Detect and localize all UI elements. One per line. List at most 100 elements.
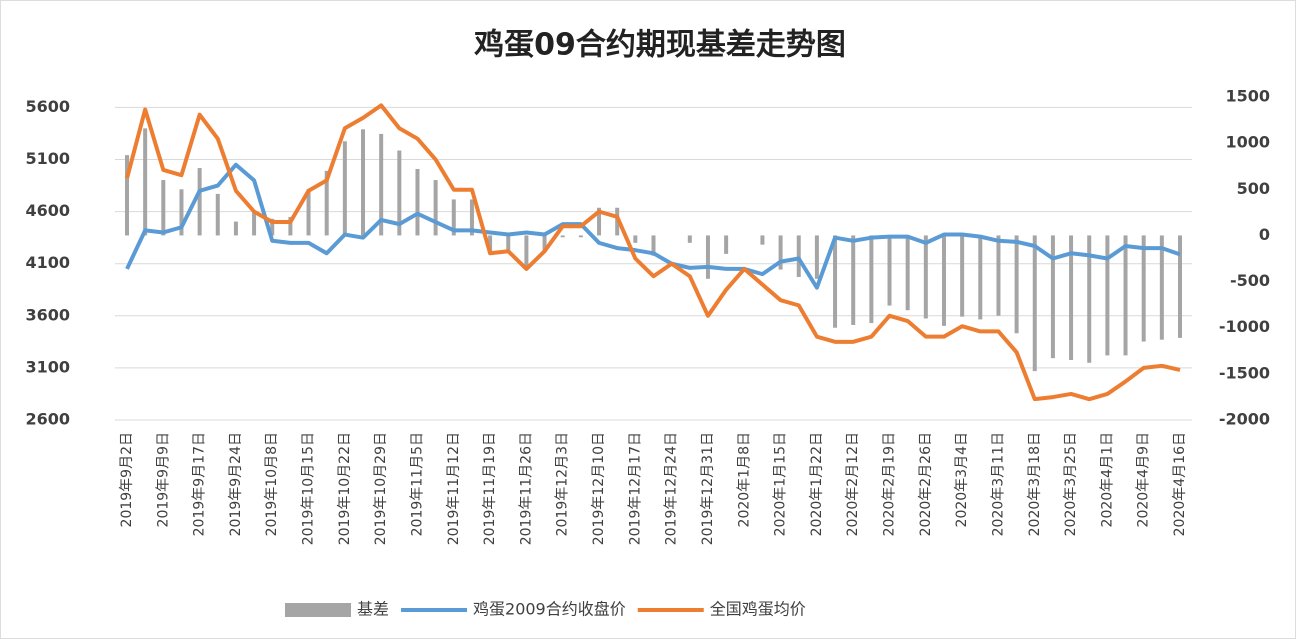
bar [542, 235, 547, 251]
x-tick-label: 2020年3月4日 [954, 432, 970, 527]
x-tick-label: 2020年1月22日 [809, 432, 825, 536]
bar [869, 235, 874, 324]
bar [724, 235, 729, 254]
line [125, 162, 1181, 290]
bar [361, 129, 366, 236]
bar [324, 170, 329, 236]
x-tick-label: 2019年9月17日 [192, 432, 208, 536]
x-tick-label: 2019年12月10日 [591, 432, 607, 545]
bar [125, 155, 129, 236]
bar [578, 235, 583, 238]
bar [851, 235, 856, 325]
y-tick-label: 5600 [25, 97, 70, 116]
bar [233, 221, 238, 236]
bar [1123, 235, 1128, 356]
bar [1105, 235, 1110, 356]
x-tick-label: 2020年4月9日 [1136, 432, 1152, 527]
bar [560, 235, 565, 238]
x-tick-label: 2019年11月19日 [482, 432, 498, 545]
bar [524, 235, 529, 268]
x-tick-label: 2020年2月12日 [845, 432, 861, 536]
bar [1069, 235, 1074, 361]
y-tick-label: 3600 [25, 305, 70, 324]
x-tick-label: 2019年9月2日 [119, 432, 135, 527]
bar [778, 235, 783, 270]
y2-tick-label: 1500 [1225, 87, 1270, 106]
x-tick-label: 2019年9月9日 [155, 432, 171, 527]
bar [506, 235, 511, 251]
bar [960, 235, 965, 317]
x-tick-label: 2020年1月15日 [773, 432, 789, 536]
bar [633, 235, 638, 243]
x-tick-label: 2019年12月24日 [664, 432, 680, 545]
bar [469, 199, 474, 236]
bar [1159, 235, 1164, 340]
bar [923, 235, 928, 319]
bar [796, 235, 801, 277]
y-tick-label: 3100 [25, 357, 70, 376]
legend-label: 全国鸡蛋均价 [710, 600, 806, 619]
y2-tick-label: 0 [1259, 225, 1270, 244]
bar [905, 235, 910, 311]
bar [597, 207, 602, 236]
x-tick-label: 2019年11月5日 [409, 432, 425, 536]
x-tick-label: 2020年2月26日 [918, 432, 934, 536]
x-tick-label: 2019年10月8日 [264, 432, 280, 536]
bar [306, 189, 311, 236]
bar [433, 180, 438, 236]
y2-tick-label: -2000 [1219, 410, 1270, 429]
bar [687, 235, 692, 243]
bar [833, 235, 838, 328]
y-tick-label: 2600 [25, 410, 70, 429]
x-tick-label: 2019年10月22日 [337, 432, 353, 545]
bar [143, 128, 148, 236]
bar [1178, 235, 1182, 338]
x-tick-label: 2019年12月31日 [700, 432, 716, 545]
legend-label: 鸡蛋2009合约收盘价 [473, 600, 626, 619]
bar [887, 235, 892, 306]
x-tick-label: 2020年3月25日 [1063, 432, 1079, 536]
line [125, 103, 1181, 402]
bar [705, 235, 710, 279]
bar [270, 218, 275, 236]
bar [1014, 235, 1019, 334]
x-tick-label: 2020年4月16日 [1172, 432, 1188, 536]
x-tick-label: 2020年4月1日 [1099, 432, 1115, 527]
bar [814, 235, 819, 279]
bar [379, 133, 384, 236]
bar [397, 150, 402, 236]
x-tick-label: 2019年10月15日 [301, 432, 317, 545]
legend-swatch [285, 603, 351, 617]
y2-tick-label: 500 [1237, 179, 1270, 198]
bar [1087, 235, 1092, 363]
bar [1141, 235, 1146, 342]
x-tick-label: 2019年11月12日 [446, 432, 462, 545]
x-tick-label: 2019年9月24日 [228, 432, 244, 536]
y2-tick-label: -1000 [1219, 317, 1270, 336]
bar [978, 235, 983, 320]
bar [1032, 235, 1037, 372]
y2-tick-label: -1500 [1219, 363, 1270, 382]
bar [415, 168, 420, 236]
bar [760, 235, 765, 245]
bar [996, 235, 1001, 316]
bar [161, 180, 166, 236]
bar [451, 199, 456, 236]
bar [651, 235, 656, 256]
bar [179, 189, 184, 236]
x-tick-label: 2019年11月26日 [518, 432, 534, 545]
y-tick-label: 5100 [25, 149, 70, 168]
x-tick-label: 2020年2月19日 [882, 432, 898, 536]
bar [197, 168, 202, 236]
bar [941, 235, 946, 326]
bar [1050, 235, 1055, 359]
y-tick-label: 4600 [25, 201, 70, 220]
bar [215, 193, 220, 236]
bar [288, 216, 293, 236]
x-tick-label: 2020年1月8日 [736, 432, 752, 527]
x-tick-label: 2019年10月29日 [373, 432, 389, 545]
x-tick-label: 2019年12月17日 [627, 432, 643, 545]
x-tick-label: 2019年12月3日 [555, 432, 571, 536]
